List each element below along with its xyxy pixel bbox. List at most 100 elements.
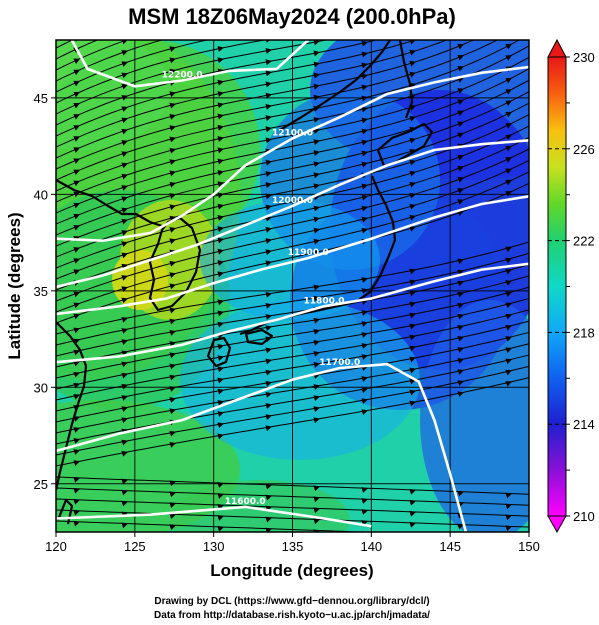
wind-arrow (217, 525, 224, 532)
wind-arrow (121, 478, 128, 485)
x-axis-ticks: 120 125 130 135 140 145 150 (45, 532, 540, 554)
wind-arrow (169, 46, 176, 52)
wind-arrow (73, 225, 80, 231)
streamline (56, 40, 475, 159)
shade-region (200, 200, 380, 320)
wind-arrow (265, 391, 272, 398)
wind-arrow (73, 597, 80, 603)
wind-arrow (265, 527, 272, 532)
wind-arrow (73, 438, 80, 444)
wind-arrow (361, 84, 368, 91)
wind-arrow (409, 323, 416, 330)
wind-arrow (313, 295, 320, 302)
wind-arrow (457, 302, 464, 309)
wind-arrow (409, 566, 416, 572)
x-tick-label: 130 (203, 539, 225, 554)
wind-arrow (265, 137, 272, 144)
wind-arrow (73, 586, 80, 592)
wind-arrow (505, 134, 512, 140)
chart-title: MSM 18Z06May2024 (200.0hPa) (128, 4, 456, 29)
wind-arrow (313, 227, 320, 234)
wind-arrow (505, 246, 512, 253)
wind-arrow (169, 397, 176, 403)
streamline (56, 91, 529, 236)
wind-arrow (217, 399, 224, 406)
wind-arrow (217, 411, 224, 417)
wind-arrow (73, 427, 80, 433)
wind-arrow (409, 40, 416, 45)
wind-arrow (409, 555, 416, 561)
wind-arrow (121, 372, 128, 379)
wind-arrow (265, 204, 272, 211)
colorbar-tick-label: 226 (573, 142, 595, 157)
wind-arrow (265, 369, 272, 376)
wind-arrow (73, 125, 80, 131)
wind-arrow (361, 487, 368, 493)
wind-arrow (217, 136, 224, 142)
wind-arrow (121, 218, 128, 225)
wind-arrow (265, 403, 272, 409)
wind-arrow (361, 150, 368, 157)
wind-arrow (217, 102, 224, 109)
shade-region (180, 300, 420, 460)
wind-arrow (121, 162, 128, 169)
wind-arrow (457, 490, 464, 497)
wind-arrow (217, 226, 224, 233)
colorbar-ticks: 210 214 218 222 226 230 (548, 50, 595, 524)
wind-arrow (169, 329, 176, 336)
wind-arrow (313, 417, 320, 424)
streamline (56, 320, 529, 412)
streamline (56, 102, 529, 247)
wind-arrow (361, 62, 368, 69)
grid-lines (56, 40, 529, 532)
wind-arrow (457, 358, 464, 364)
streamline (56, 377, 529, 467)
wind-arrow (361, 161, 368, 168)
wind-arrow (121, 450, 128, 457)
wind-arrow (313, 584, 320, 590)
wind-arrow (361, 194, 368, 201)
wind-arrow (457, 66, 464, 72)
wind-arrow (169, 68, 176, 75)
wind-arrow (361, 387, 368, 393)
wind-arrow (313, 216, 320, 223)
wind-arrow (361, 586, 368, 592)
wind-arrow (73, 543, 80, 549)
wind-arrow (313, 518, 320, 525)
wind-arrow (169, 227, 176, 233)
height-contour (56, 362, 468, 532)
colorbar: 210 214 218 222 226 230 (547, 38, 595, 534)
wind-arrow (265, 59, 272, 66)
wind-arrow (409, 488, 416, 495)
wind-arrow (313, 328, 320, 335)
wind-arrow (265, 103, 272, 110)
wind-arrow (361, 321, 368, 327)
colorbar-tick-label: 210 (573, 509, 595, 524)
wind-arrow (313, 72, 320, 79)
credit-line-1: Drawing by DCL (https://www.gfd−dennou.o… (154, 596, 429, 607)
wind-arrow (265, 336, 272, 343)
temperature-shading (56, 40, 529, 532)
wind-arrow (265, 126, 272, 133)
wind-arrow (121, 230, 128, 236)
wind-arrow (265, 302, 272, 309)
wind-arrow (457, 177, 464, 183)
wind-arrow (73, 476, 80, 483)
streamline (56, 40, 99, 60)
wind-arrow (505, 168, 512, 174)
wind-arrow (361, 332, 368, 338)
wind-arrow (409, 367, 416, 374)
wind-arrow (217, 260, 224, 266)
wind-arrow (217, 299, 224, 306)
wind-arrow (409, 104, 416, 111)
wind-arrow (409, 544, 416, 550)
wind-arrow (409, 137, 416, 144)
wind-arrow (169, 524, 176, 530)
colorbar-gradient (547, 56, 567, 517)
coast-korea (148, 216, 202, 312)
streamline (56, 68, 529, 214)
wind-arrow (121, 339, 128, 345)
wind-arrow (457, 291, 464, 298)
wind-arrow (313, 40, 320, 46)
wind-arrow (457, 369, 464, 375)
